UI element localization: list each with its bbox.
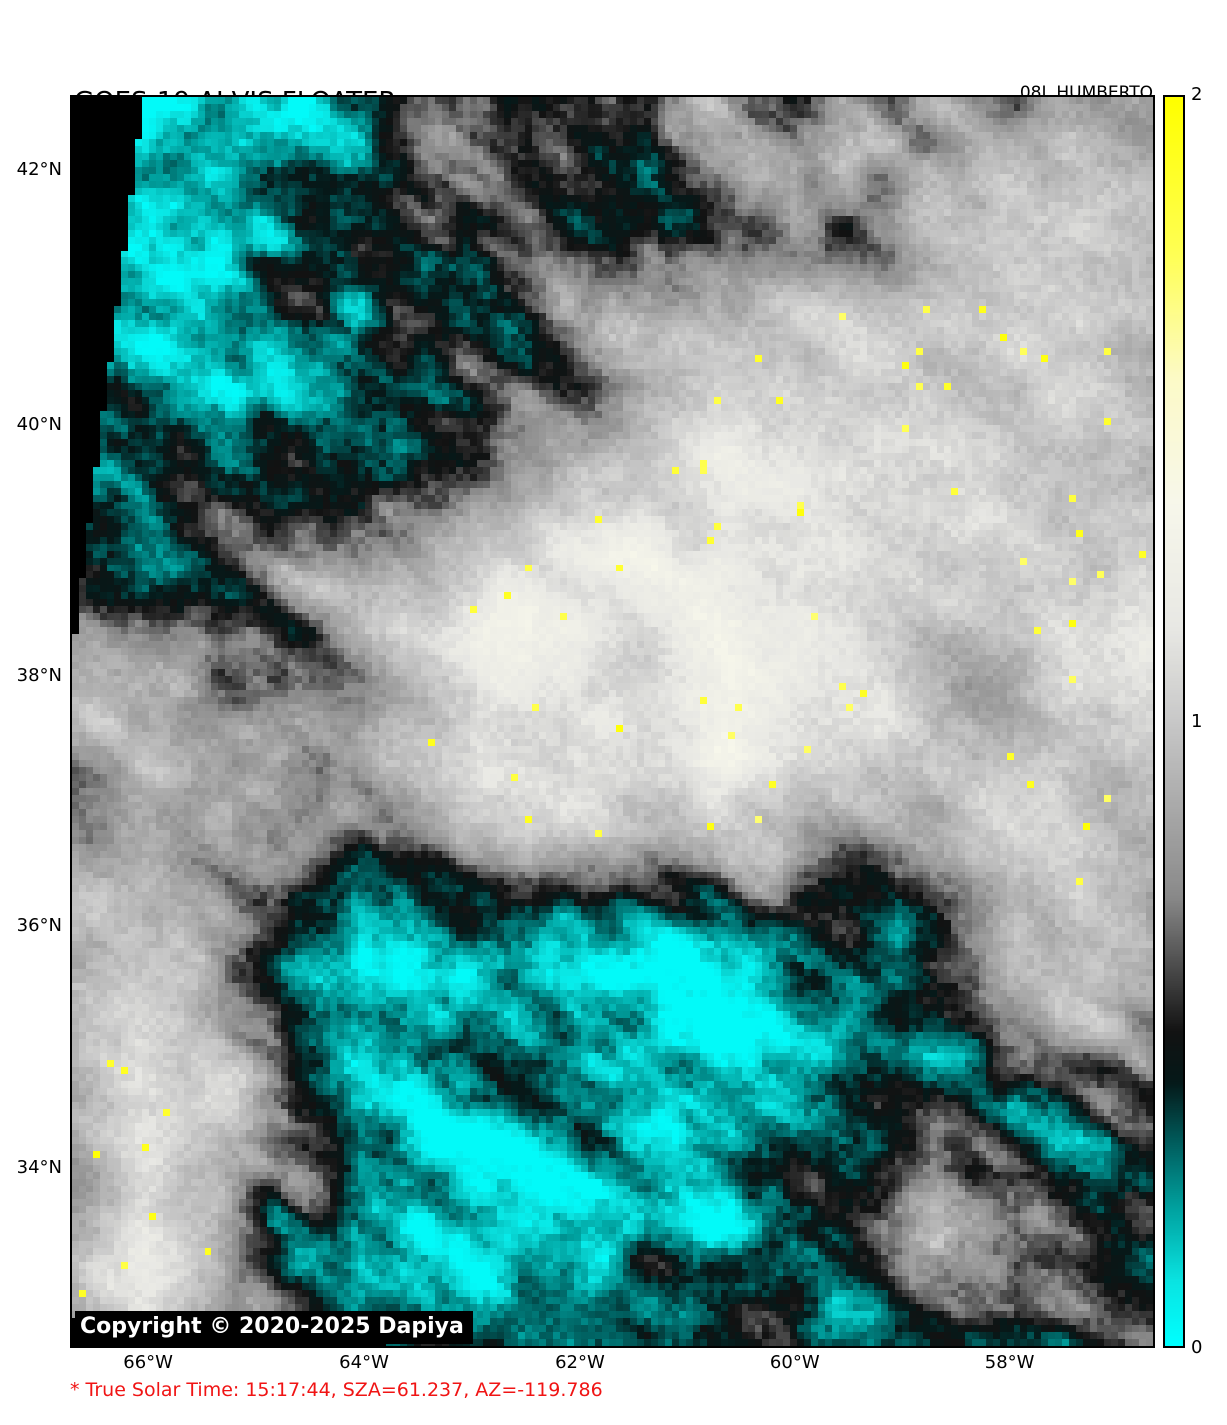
solar-time-footnote: * True Solar Time: 15:17:44, SZA=61.237,…	[70, 1379, 603, 1401]
lon-tick-label: 66°W	[123, 1352, 173, 1373]
colorbar	[1163, 95, 1185, 1348]
copyright-overlay: Copyright © 2020-2025 Dapiya	[75, 1311, 473, 1344]
lat-tick-label: 40°N	[16, 413, 62, 435]
latitude-axis: 42°N 40°N 38°N 36°N 34°N	[0, 0, 62, 1425]
lat-tick-label: 36°N	[16, 914, 62, 936]
lat-tick-label: 42°N	[16, 159, 62, 181]
colorbar-gradient	[1165, 97, 1183, 1346]
lat-tick-label: 38°N	[16, 665, 62, 687]
colorbar-tick-label: 2	[1191, 84, 1203, 105]
lon-tick-label: 60°W	[769, 1352, 820, 1373]
satellite-map-frame: Copyright © 2020-2025 Dapiya	[70, 95, 1155, 1348]
lon-tick-label: 62°W	[555, 1352, 605, 1373]
colorbar-tick-label: 1	[1191, 710, 1203, 732]
satellite-image-canvas	[72, 97, 1153, 1346]
lon-tick-label: 58°W	[984, 1352, 1035, 1373]
lon-tick-label: 64°W	[339, 1352, 389, 1373]
lat-tick-label: 34°N	[16, 1156, 62, 1178]
colorbar-tick-label: 0	[1191, 1337, 1203, 1358]
